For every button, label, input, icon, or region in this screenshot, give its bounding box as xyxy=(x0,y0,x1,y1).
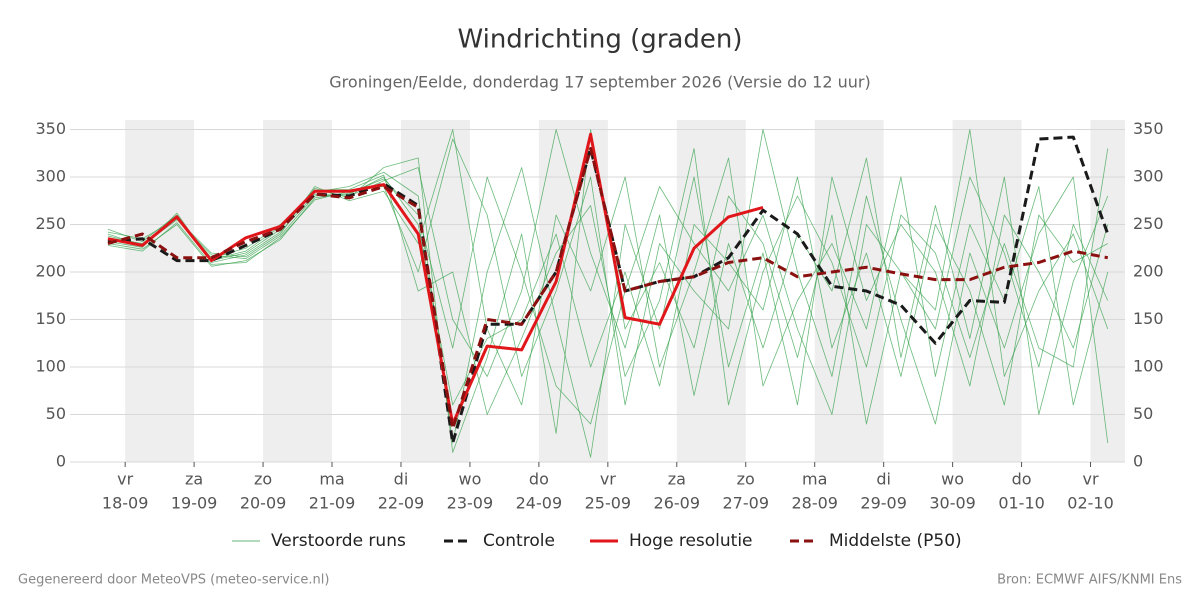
legend-label: Controle xyxy=(483,531,555,551)
series-line xyxy=(107,132,764,426)
x-tick-label: 30-09 xyxy=(929,494,976,513)
y2-tick-label: 150 xyxy=(1133,309,1164,328)
y-tick-label: 50 xyxy=(46,404,66,423)
y-tick-label: 0 xyxy=(56,452,66,471)
y2-tick-label: 200 xyxy=(1133,262,1164,281)
y2-tick-label: 300 xyxy=(1133,167,1164,186)
series-line xyxy=(107,148,1109,415)
x-tick-label: 25-09 xyxy=(585,494,632,513)
x-tick-label: wo xyxy=(458,470,481,489)
series-line xyxy=(107,129,1109,415)
y-tick-label: 100 xyxy=(35,357,66,376)
x-tick-label: 01-10 xyxy=(998,494,1045,513)
series-line xyxy=(107,176,1108,406)
chart-title: Windrichting (graden) xyxy=(457,25,742,55)
x-tick-label: 18-09 xyxy=(102,494,149,513)
x-tick-label: 20-09 xyxy=(240,494,287,513)
x-tick-label: 23-09 xyxy=(447,494,494,513)
y-tick-label: 200 xyxy=(35,262,66,281)
x-tick-label: di xyxy=(876,470,891,489)
x-tick-label: 29-09 xyxy=(860,494,907,513)
x-tick-label: ma xyxy=(802,470,827,489)
chart-subtitle: Groningen/Eelde, donderdag 17 september … xyxy=(329,73,870,92)
x-tick-label: vr xyxy=(1082,470,1098,489)
legend-label: Middelste (P50) xyxy=(829,531,962,551)
day-band xyxy=(814,120,884,462)
x-tick-label: di xyxy=(394,470,409,489)
y2-tick-label: 350 xyxy=(1133,119,1164,138)
day-band xyxy=(125,120,195,462)
y2-tick-label: 50 xyxy=(1133,404,1153,423)
x-tick-label: 22-09 xyxy=(378,494,425,513)
y-tick-label: 250 xyxy=(35,214,66,233)
x-tick-label: 02-10 xyxy=(1067,494,1114,513)
footer-left: Gegenereerd door MeteoVPS (meteo-service… xyxy=(18,573,329,588)
day-band xyxy=(1090,120,1125,462)
x-tick-label: za xyxy=(668,470,686,489)
y2-tick-label: 0 xyxy=(1133,452,1143,471)
y2-tick-label: 100 xyxy=(1133,357,1164,376)
x-tick-label: zo xyxy=(254,470,272,489)
x-tick-label: do xyxy=(529,470,549,489)
x-tick-label: do xyxy=(1012,470,1032,489)
x-tick-label: wo xyxy=(941,470,964,489)
x-tick-label: vr xyxy=(117,470,133,489)
x-tick-label: 24-09 xyxy=(516,494,563,513)
footer-right: Bron: ECMWF AIFS/KNMI Ens xyxy=(997,573,1182,588)
series-line xyxy=(107,129,1109,425)
x-tick-label: 19-09 xyxy=(171,494,218,513)
day-band xyxy=(263,120,333,462)
x-tick-label: zo xyxy=(737,470,755,489)
y-tick-label: 150 xyxy=(35,309,66,328)
x-tick-label: 21-09 xyxy=(309,494,356,513)
x-tick-label: za xyxy=(185,470,203,489)
legend-label: Hoge resolutie xyxy=(629,531,753,551)
y-tick-label: 300 xyxy=(35,167,66,186)
y2-tick-label: 250 xyxy=(1133,214,1164,233)
x-tick-label: 27-09 xyxy=(723,494,770,513)
x-tick-label: 26-09 xyxy=(654,494,701,513)
x-tick-label: ma xyxy=(319,470,344,489)
y-tick-label: 350 xyxy=(35,119,66,138)
day-band xyxy=(952,120,1022,462)
x-tick-label: 28-09 xyxy=(791,494,838,513)
x-tick-label: vr xyxy=(600,470,616,489)
series-line xyxy=(107,147,1109,431)
legend-label: Verstoorde runs xyxy=(271,531,406,551)
